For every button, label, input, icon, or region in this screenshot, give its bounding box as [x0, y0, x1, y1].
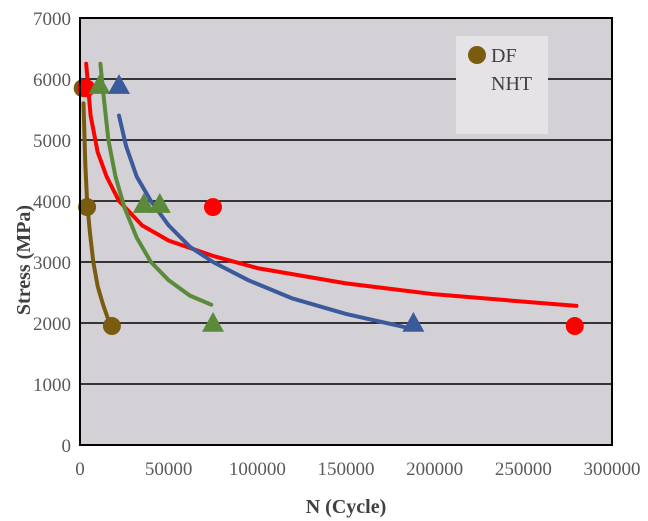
data-point-circle: [102, 317, 121, 336]
data-point-circle: [565, 317, 584, 336]
x-tick-label: 200000: [406, 459, 463, 480]
legend-label-nht: NHT: [491, 73, 532, 95]
y-axis-title: Stress (MPa): [13, 205, 35, 315]
data-point-triangle: [108, 74, 131, 94]
trend-line-series-3: [117, 113, 416, 332]
x-tick-label: 100000: [229, 459, 286, 480]
data-point-circle: [78, 198, 97, 217]
data-point-circle: [204, 198, 222, 217]
x-tick-label: 50000: [145, 459, 193, 480]
y-tick-label: 6000: [33, 70, 71, 91]
legend: DF NHT: [456, 36, 548, 134]
y-tick-label: 7000: [33, 9, 71, 30]
trend-line-series-1: [84, 61, 579, 308]
plot-border: [79, 17, 613, 446]
legend-marker-df: [468, 46, 486, 64]
data-point-triangle: [148, 193, 171, 213]
data-point-triangle: [132, 193, 155, 213]
x-tick-label: 0: [75, 459, 85, 480]
legend-label-df: DF: [491, 45, 517, 67]
y-tick-label: 1000: [33, 375, 71, 396]
data-point-triangle: [402, 312, 425, 332]
trend-line-series-0: [81, 101, 111, 322]
y-tick-label: 4000: [33, 192, 71, 213]
trend-lines: [81, 61, 579, 332]
x-tick-labels: 0 50000 100000 150000 200000 250000 300000: [75, 459, 640, 480]
data-markers: [73, 74, 584, 336]
y-tick-label: 5000: [33, 131, 71, 152]
x-tick-label: 150000: [318, 459, 375, 480]
x-axis-title: N (Cycle): [306, 496, 387, 518]
y-tick-label: 2000: [33, 314, 71, 335]
data-point-triangle: [88, 74, 111, 94]
y-tick-labels: 0 1000 2000 3000 4000 5000 6000 7000: [33, 9, 71, 457]
data-point-triangle: [202, 312, 224, 332]
x-tick-label: 250000: [495, 459, 552, 480]
trend-line-series-2: [98, 61, 214, 307]
x-tick-label: 300000: [584, 459, 641, 480]
y-tick-label: 0: [62, 436, 72, 457]
y-tick-label: 3000: [33, 253, 71, 274]
